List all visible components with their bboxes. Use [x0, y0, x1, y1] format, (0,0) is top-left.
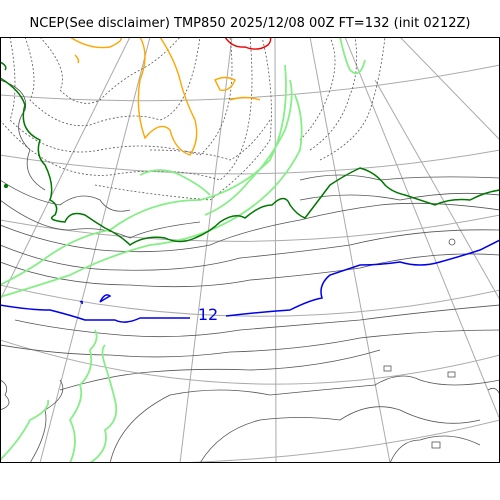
- meridian: [0, 37, 131, 301]
- parallel: [0, 214, 500, 242]
- chart-title: NCEP(See disclaimer) TMP850 2025/12/08 0…: [29, 16, 471, 31]
- contour-red: [224, 37, 272, 50]
- meridian: [274, 37, 277, 463]
- contour-light-green: [0, 37, 366, 463]
- parallel: [0, 339, 500, 385]
- contour-orange: [69, 37, 261, 156]
- meridian: [374, 79, 500, 301]
- contour-zero: [0, 61, 500, 246]
- meridian: [309, 37, 391, 463]
- contour-label: 12: [198, 305, 218, 324]
- parallel: [174, 419, 500, 463]
- meridian: [399, 37, 500, 141]
- graticule: [0, 37, 500, 463]
- temperature-map: 12: [0, 37, 500, 464]
- island-shapes: [383, 238, 500, 449]
- contour-12: [0, 239, 500, 323]
- isotherm-dashed: [0, 37, 386, 201]
- parallel: [0, 149, 500, 175]
- meridian: [39, 37, 151, 463]
- parallel: [0, 284, 500, 317]
